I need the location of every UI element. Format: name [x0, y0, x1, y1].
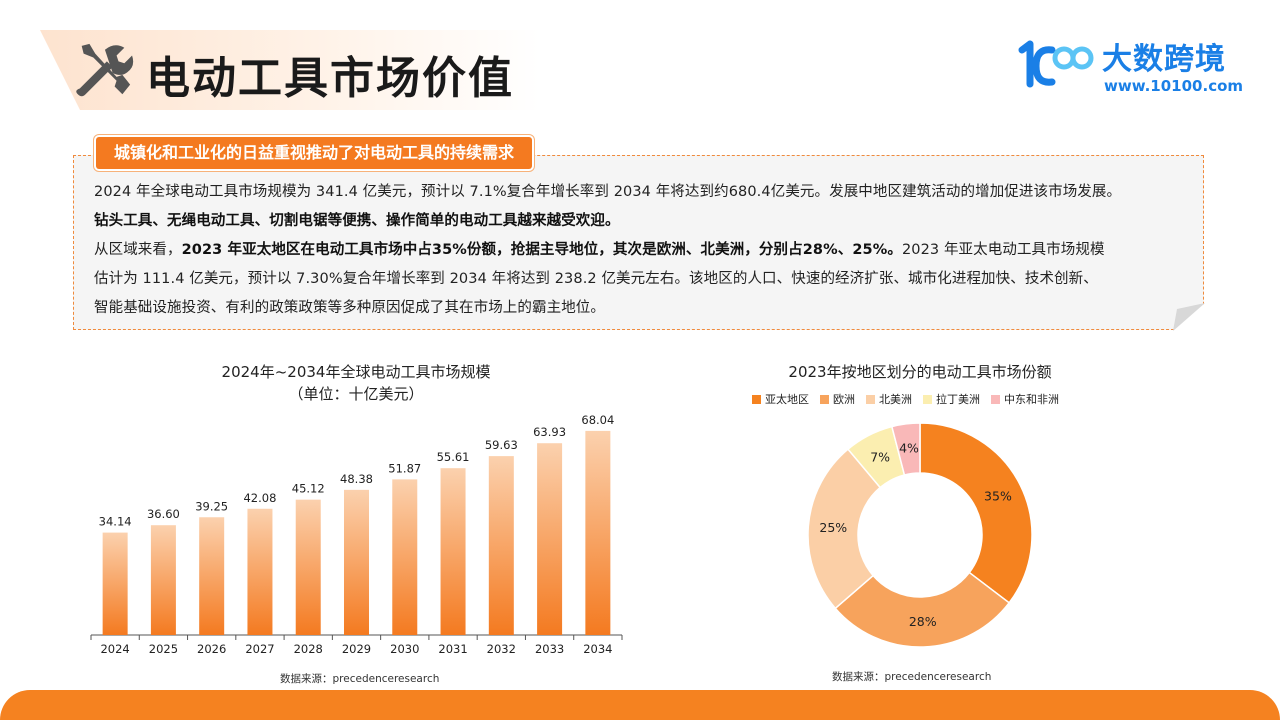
x-tick-label: 2029 [342, 642, 371, 656]
bar-2028 [295, 499, 321, 635]
slice-4 [890, 422, 921, 476]
bar-value-label: 63.93 [533, 425, 566, 439]
pie-legend: 亚太地区 欧洲 北美洲 拉丁美洲 中东和非洲 [752, 391, 1070, 407]
bar-value-label: 68.04 [581, 413, 614, 427]
legend-item: 欧洲 [820, 391, 855, 407]
legend-swatch [866, 395, 875, 404]
bar-2030 [392, 479, 418, 635]
tools-icon [76, 43, 134, 97]
bar-2027 [247, 508, 273, 635]
bar-value-label: 36.60 [147, 507, 180, 521]
legend-item: 拉丁美洲 [923, 391, 980, 407]
bar-chart: 34.14 2024 36.60 2025 39.25 2026 42.08 2027 45.1… [90, 413, 623, 656]
legend-swatch [820, 395, 829, 404]
logo-name: 大数跨境 [1102, 42, 1226, 77]
summary-line-2-bold: 钻头工具、无绳电动工具、切割电锯等便携、操作简单的电动工具越来越受欢迎。 [94, 213, 620, 229]
bar-2032 [488, 456, 514, 635]
slice-label: 4% [899, 441, 919, 456]
summary-line-3-bold: 2023 年亚太地区在电动工具市场中占35%份额，抢据主导地位，其次是欧洲、北美… [181, 242, 902, 258]
logo-mark-icon [1018, 40, 1094, 88]
x-tick-label: 2024 [100, 642, 129, 656]
bar-chart-title: 2024年~2034年全球电动工具市场规模 [221, 363, 491, 381]
bar-value-label: 55.61 [437, 450, 470, 464]
slice-0 [919, 422, 1033, 604]
bar-value-label: 51.87 [388, 461, 421, 475]
bar-2025 [150, 525, 176, 635]
slice-label: 7% [870, 450, 890, 465]
bar-2033 [537, 443, 563, 635]
bar-value-label: 42.08 [243, 491, 276, 505]
legend-label: 亚太地区 [765, 393, 809, 406]
brand-logo: 大数跨境 www.10100.com [1014, 34, 1254, 98]
legend-label: 中东和非洲 [1004, 393, 1059, 406]
bar-value-label: 48.38 [340, 472, 373, 486]
bar-value-label: 34.14 [99, 515, 132, 529]
legend-item: 中东和非洲 [991, 391, 1059, 407]
bar-chart-source: 数据来源：precedenceresearch [280, 673, 440, 685]
bar-2031 [440, 468, 466, 635]
summary-line-3-tail: 2023 年亚太电动工具市场规模 [901, 242, 1105, 258]
slice-label: 28% [909, 614, 937, 629]
bar-chart-subtitle: （单位：十亿美元） [288, 385, 424, 403]
page-fold-icon [1173, 303, 1205, 331]
x-tick-label: 2034 [583, 642, 612, 656]
bar-value-label: 59.63 [485, 438, 518, 452]
bar-2029 [344, 489, 369, 635]
x-tick-label: 2027 [245, 642, 274, 656]
bottom-band [0, 690, 1280, 720]
bar-value-label: 39.25 [195, 499, 228, 513]
pie-chart-title: 2023年按地区划分的电动工具市场份额 [788, 363, 1052, 381]
summary-line-2: 钻头工具、无绳电动工具、切割电锯等便携、操作简单的电动工具越来越受欢迎。 [94, 209, 620, 230]
donut-chart: 35% 28% 25% 7% 4% [807, 422, 1033, 648]
legend-label: 北美洲 [879, 393, 912, 406]
x-tick-label: 2025 [149, 642, 178, 656]
x-tick-label: 2031 [438, 642, 467, 656]
summary-tag: 城镇化和工业化的日益重视推动了对电动工具的持续需求 [96, 137, 533, 169]
bar-value-label: 45.12 [292, 482, 325, 496]
page-title: 电动工具市场价值 [146, 53, 514, 104]
legend-item: 北美洲 [866, 391, 912, 407]
legend-item: 亚太地区 [752, 391, 809, 407]
summary-line-1: 2024 年全球电动工具市场规模为 341.4 亿美元，预计以 7.1%复合年增… [94, 184, 1122, 200]
logo-url: www.10100.com [1104, 77, 1244, 95]
summary-line-5: 智能基础设施投资、有利的政策政策等多种原因促成了其在市场上的霸主地位。 [94, 300, 605, 316]
legend-swatch [923, 395, 932, 404]
summary-line-4: 估计为 111.4 亿美元，预计以 7.30%复合年增长率到 2034 年将达到… [94, 271, 1098, 287]
slice-label: 35% [984, 488, 1012, 503]
x-tick-label: 2030 [390, 642, 419, 656]
slice-1 [834, 571, 1011, 648]
bar-2026 [199, 517, 225, 635]
summary-box [73, 155, 1205, 331]
slice-label: 25% [819, 520, 847, 535]
x-tick-label: 2028 [294, 642, 323, 656]
legend-label: 欧洲 [833, 393, 855, 406]
x-tick-label: 2032 [487, 642, 516, 656]
summary-line-3: 从区域来看，2023 年亚太地区在电动工具市场中占35%份额，抢据主导地位，其次… [94, 238, 1105, 259]
legend-swatch [752, 395, 761, 404]
x-tick-label: 2033 [535, 642, 564, 656]
slice-2 [807, 448, 882, 610]
legend-swatch [991, 395, 1000, 404]
x-tick-label: 2026 [197, 642, 226, 656]
bar-2034 [585, 430, 611, 635]
bar-2024 [102, 532, 128, 635]
legend-label: 拉丁美洲 [936, 393, 980, 406]
pie-chart-source: 数据来源：precedenceresearch [832, 671, 992, 683]
summary-line-3-lead: 从区域来看， [94, 242, 182, 258]
